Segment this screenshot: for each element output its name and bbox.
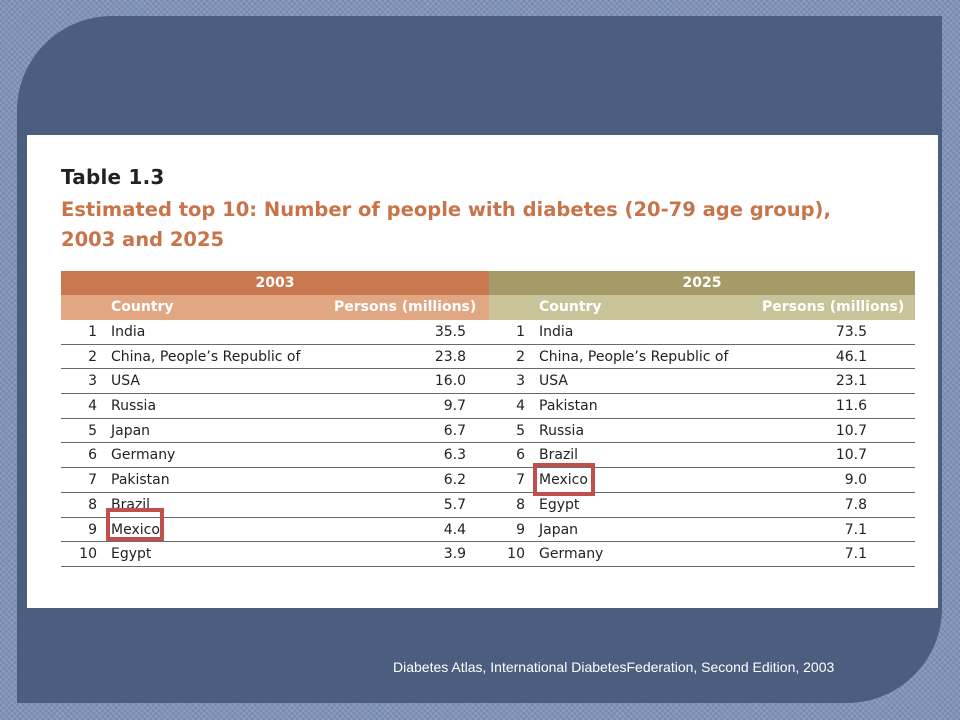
country-2003: Egypt xyxy=(111,546,152,563)
mexico-2003-highlight xyxy=(106,508,164,541)
rank-2003: 3 xyxy=(88,373,97,390)
table-row: 3 USA 16.0 3 USA 23.1 xyxy=(61,369,915,395)
country-2003: China, People’s Republic of xyxy=(111,348,301,365)
persons-2025: 23.1 xyxy=(835,373,867,390)
table-row: 9 Mexico 4.4 9 Japan 7.1 xyxy=(61,518,915,543)
table-caption-line1: Estimated top 10: Number of people with … xyxy=(61,198,831,221)
persons-2025: 7.1 xyxy=(844,546,867,563)
persons-2025: 11.6 xyxy=(835,398,867,415)
column-header-2003: Country Persons (millions) xyxy=(61,295,489,320)
country-2003: Russia xyxy=(111,398,157,415)
table-row: 6 Germany 6.3 6 Brazil 10.7 xyxy=(61,443,915,469)
rank-2003: 4 xyxy=(88,398,97,415)
country-column-header: Country xyxy=(111,299,174,315)
rank-2025: 5 xyxy=(516,422,525,439)
country-2025: Brazil xyxy=(539,447,579,464)
table-row: 10 Egypt 3.9 10 Germany 7.1 xyxy=(61,542,915,567)
rank-2003: 9 xyxy=(88,521,97,538)
country-2003: Pakistan xyxy=(111,472,170,489)
table-row: 4 Russia 9.7 4 Pakistan 11.6 xyxy=(61,394,915,419)
persons-2003: 9.7 xyxy=(443,398,466,415)
country-2025: India xyxy=(539,324,574,340)
persons-2003: 35.5 xyxy=(434,324,466,340)
rank-2003: 7 xyxy=(88,472,97,489)
country-2025: China, People’s Republic of xyxy=(539,348,729,365)
rank-2025: 3 xyxy=(516,373,525,390)
rank-2003: 1 xyxy=(88,324,97,340)
rank-2003: 6 xyxy=(88,447,97,464)
table-row: 8 Brazil 5.7 8 Egypt 7.8 xyxy=(61,493,915,518)
persons-2025: 46.1 xyxy=(835,348,867,365)
country-2003: Mexico xyxy=(111,521,160,538)
rank-2025: 1 xyxy=(516,324,525,340)
persons-2003: 3.9 xyxy=(443,546,466,563)
persons-2003: 23.8 xyxy=(434,348,466,365)
country-2003: Germany xyxy=(111,447,176,464)
year-2025-header: 2025 xyxy=(489,271,915,295)
table-caption-line2: 2003 and 2025 xyxy=(61,228,225,251)
persons-2003: 6.2 xyxy=(443,472,466,489)
rank-2025: 4 xyxy=(516,398,525,415)
table-row: 2 China, People’s Republic of 23.8 2 Chi… xyxy=(61,345,915,370)
country-2025: USA xyxy=(539,373,568,390)
column-header-2025: Country Persons (millions) xyxy=(489,295,915,320)
year-2003-header: 2003 xyxy=(61,271,489,295)
country-2025: Egypt xyxy=(539,496,580,513)
country-2003: Japan xyxy=(111,422,151,439)
persons-2025: 7.8 xyxy=(844,496,867,513)
persons-2025: 9.0 xyxy=(844,472,867,489)
country-2003: USA xyxy=(111,373,140,390)
source-citation: Diabetes Atlas, International DiabetesFe… xyxy=(393,659,835,675)
persons-column-header: Persons (millions) xyxy=(334,299,477,315)
persons-2003: 6.7 xyxy=(443,422,466,439)
rank-2025: 6 xyxy=(516,447,525,464)
country-2025: Mexico xyxy=(539,472,588,489)
table-row: 5 Japan 6.7 5 Russia 10.7 xyxy=(61,419,915,444)
persons-2025: 7.1 xyxy=(844,521,867,538)
persons-2003: 16.0 xyxy=(434,373,466,390)
persons-2025: 10.7 xyxy=(835,422,867,439)
country-2025: Russia xyxy=(539,422,585,439)
rank-2025: 9 xyxy=(516,521,525,538)
persons-column-header: Persons (millions) xyxy=(762,299,905,315)
table-row: 7 Pakistan 6.2 7 Mexico 9.0 xyxy=(61,468,915,493)
country-column-header: Country xyxy=(539,299,602,315)
rank-2003: 5 xyxy=(88,422,97,439)
table-row: 1 India 35.5 1 India 73.5 xyxy=(61,320,915,345)
country-2025: Pakistan xyxy=(539,398,598,415)
rank-2003: 2 xyxy=(88,348,97,365)
rank-2025: 10 xyxy=(507,546,525,563)
country-2025: Germany xyxy=(539,546,604,563)
persons-2025: 73.5 xyxy=(835,324,867,340)
rank-2025: 2 xyxy=(516,348,525,365)
rank-2003: 8 xyxy=(88,496,97,513)
mexico-2025-highlight xyxy=(533,463,595,496)
country-2003: India xyxy=(111,324,146,340)
persons-2003: 5.7 xyxy=(443,496,466,513)
table-heading: Table 1.3 xyxy=(61,165,165,189)
table-caption: Estimated top 10: Number of people with … xyxy=(61,195,861,255)
rank-2003: 10 xyxy=(79,546,97,563)
persons-2003: 4.4 xyxy=(443,521,466,538)
table-image: Table 1.3 Estimated top 10: Number of pe… xyxy=(27,135,938,608)
persons-2025: 10.7 xyxy=(835,447,867,464)
rank-2025: 8 xyxy=(516,496,525,513)
rank-2025: 7 xyxy=(516,472,525,489)
country-2025: Japan xyxy=(539,521,579,538)
table-body: 1 India 35.5 1 India 73.5 2 China, Peopl… xyxy=(61,320,915,567)
persons-2003: 6.3 xyxy=(443,447,466,464)
